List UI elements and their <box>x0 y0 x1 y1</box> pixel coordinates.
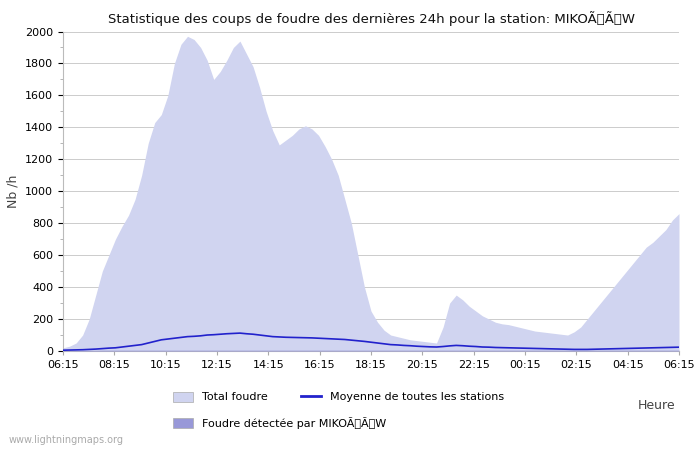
Title: Statistique des coups de foudre des dernières 24h pour la station: MIKOÃÃW: Statistique des coups de foudre des dern… <box>108 11 634 26</box>
Legend: Foudre détectée par MIKOÃÃW: Foudre détectée par MIKOÃÃW <box>174 417 386 429</box>
Text: www.lightningmaps.org: www.lightningmaps.org <box>8 435 123 445</box>
Y-axis label: Nb /h: Nb /h <box>6 175 20 208</box>
Text: Heure: Heure <box>638 400 676 412</box>
